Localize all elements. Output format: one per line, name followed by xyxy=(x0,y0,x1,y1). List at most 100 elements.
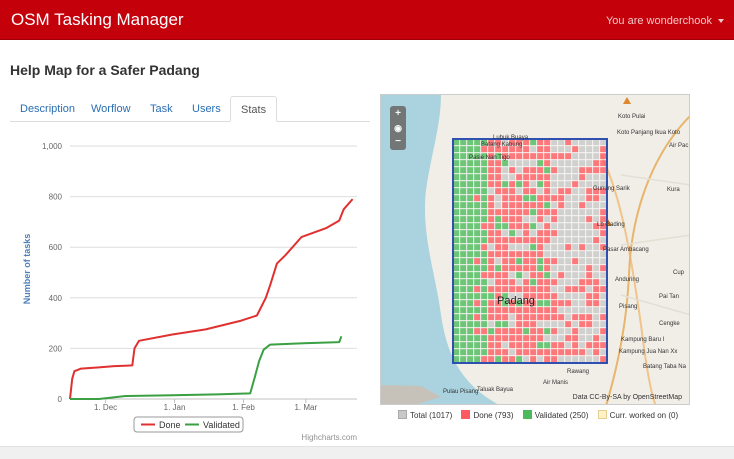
task-cell[interactable] xyxy=(585,180,593,188)
task-cell[interactable] xyxy=(487,187,495,195)
task-cell[interactable] xyxy=(508,327,516,335)
task-cell[interactable] xyxy=(501,229,509,237)
task-cell[interactable] xyxy=(515,145,523,153)
task-cell[interactable] xyxy=(557,320,565,328)
task-cell[interactable] xyxy=(494,243,502,251)
task-cell[interactable] xyxy=(515,327,523,335)
task-cell[interactable] xyxy=(501,271,509,279)
task-cell[interactable] xyxy=(515,250,523,258)
zoom-out-button[interactable]: − xyxy=(395,136,401,147)
task-cell[interactable] xyxy=(585,145,593,153)
task-cell[interactable] xyxy=(473,257,481,265)
task-cell[interactable] xyxy=(543,348,551,356)
user-menu[interactable]: You are wonderchook xyxy=(606,15,724,27)
task-cell[interactable] xyxy=(550,208,558,216)
task-cell[interactable] xyxy=(578,292,586,300)
task-cell[interactable] xyxy=(585,306,593,314)
task-cell[interactable] xyxy=(585,187,593,195)
task-cell[interactable] xyxy=(557,166,565,174)
task-cell[interactable] xyxy=(508,145,516,153)
task-cell[interactable] xyxy=(599,355,607,363)
task-cell[interactable] xyxy=(522,299,530,307)
task-cell[interactable] xyxy=(564,320,572,328)
task-cell[interactable] xyxy=(543,306,551,314)
task-cell[interactable] xyxy=(480,201,488,209)
task-cell[interactable] xyxy=(480,236,488,244)
task-cell[interactable] xyxy=(501,152,509,160)
task-cell[interactable] xyxy=(473,306,481,314)
task-cell[interactable] xyxy=(508,341,516,349)
task-cell[interactable] xyxy=(543,222,551,230)
task-cell[interactable] xyxy=(571,215,579,223)
task-cell[interactable] xyxy=(599,145,607,153)
task-cell[interactable] xyxy=(564,222,572,230)
task-cell[interactable] xyxy=(480,152,488,160)
task-cell[interactable] xyxy=(529,278,537,286)
task-cell[interactable] xyxy=(571,341,579,349)
task-cell[interactable] xyxy=(508,313,516,321)
task-cell[interactable] xyxy=(501,159,509,167)
task-cell[interactable] xyxy=(550,271,558,279)
task-cell[interactable] xyxy=(529,250,537,258)
task-cell[interactable] xyxy=(459,250,467,258)
task-cell[interactable] xyxy=(592,236,600,244)
task-cell[interactable] xyxy=(473,348,481,356)
task-cell[interactable] xyxy=(557,208,565,216)
task-map[interactable]: Koto Pulai Koto Panjang Ikua Koto Air Pac L… xyxy=(380,94,690,405)
task-cell[interactable] xyxy=(466,327,474,335)
task-cell[interactable] xyxy=(501,173,509,181)
task-cell[interactable] xyxy=(571,236,579,244)
task-cell[interactable] xyxy=(501,201,509,209)
task-cell[interactable] xyxy=(473,271,481,279)
task-cell[interactable] xyxy=(599,278,607,286)
task-cell[interactable] xyxy=(487,222,495,230)
task-cell[interactable] xyxy=(459,334,467,342)
task-cell[interactable] xyxy=(515,243,523,251)
task-cell[interactable] xyxy=(550,306,558,314)
task-cell[interactable] xyxy=(466,208,474,216)
task-cell[interactable] xyxy=(473,180,481,188)
task-cell[interactable] xyxy=(571,180,579,188)
task-cell[interactable] xyxy=(501,327,509,335)
task-cell[interactable] xyxy=(480,145,488,153)
task-cell[interactable] xyxy=(557,348,565,356)
task-cell[interactable] xyxy=(592,320,600,328)
locate-icon[interactable]: ◉ xyxy=(394,123,402,133)
task-cell[interactable] xyxy=(522,243,530,251)
task-cell[interactable] xyxy=(592,334,600,342)
task-cell[interactable] xyxy=(466,334,474,342)
task-cell[interactable] xyxy=(494,341,502,349)
task-cell[interactable] xyxy=(529,145,537,153)
task-cell[interactable] xyxy=(564,250,572,258)
task-cell[interactable] xyxy=(543,292,551,300)
task-cell[interactable] xyxy=(564,215,572,223)
task-cell[interactable] xyxy=(564,264,572,272)
task-cell[interactable] xyxy=(557,341,565,349)
task-cell[interactable] xyxy=(508,187,516,195)
task-cell[interactable] xyxy=(473,229,481,237)
task-cell[interactable] xyxy=(522,313,530,321)
task-cell[interactable] xyxy=(522,327,530,335)
task-cell[interactable] xyxy=(529,292,537,300)
task-cell[interactable] xyxy=(508,159,516,167)
task-cell[interactable] xyxy=(571,327,579,335)
task-cell[interactable] xyxy=(529,341,537,349)
task-cell[interactable] xyxy=(564,278,572,286)
task-cell[interactable] xyxy=(585,159,593,167)
task-cell[interactable] xyxy=(480,264,488,272)
task-cell[interactable] xyxy=(515,341,523,349)
task-cell[interactable] xyxy=(501,187,509,195)
task-cell[interactable] xyxy=(508,166,516,174)
task-cell[interactable] xyxy=(536,278,544,286)
task-cell[interactable] xyxy=(466,299,474,307)
task-cell[interactable] xyxy=(578,215,586,223)
task-cell[interactable] xyxy=(536,180,544,188)
task-cell[interactable] xyxy=(536,334,544,342)
task-cell[interactable] xyxy=(529,180,537,188)
task-cell[interactable] xyxy=(564,145,572,153)
task-cell[interactable] xyxy=(571,229,579,237)
task-cell[interactable] xyxy=(459,194,467,202)
task-cell[interactable] xyxy=(550,257,558,265)
task-cell[interactable] xyxy=(571,264,579,272)
task-cell[interactable] xyxy=(536,320,544,328)
